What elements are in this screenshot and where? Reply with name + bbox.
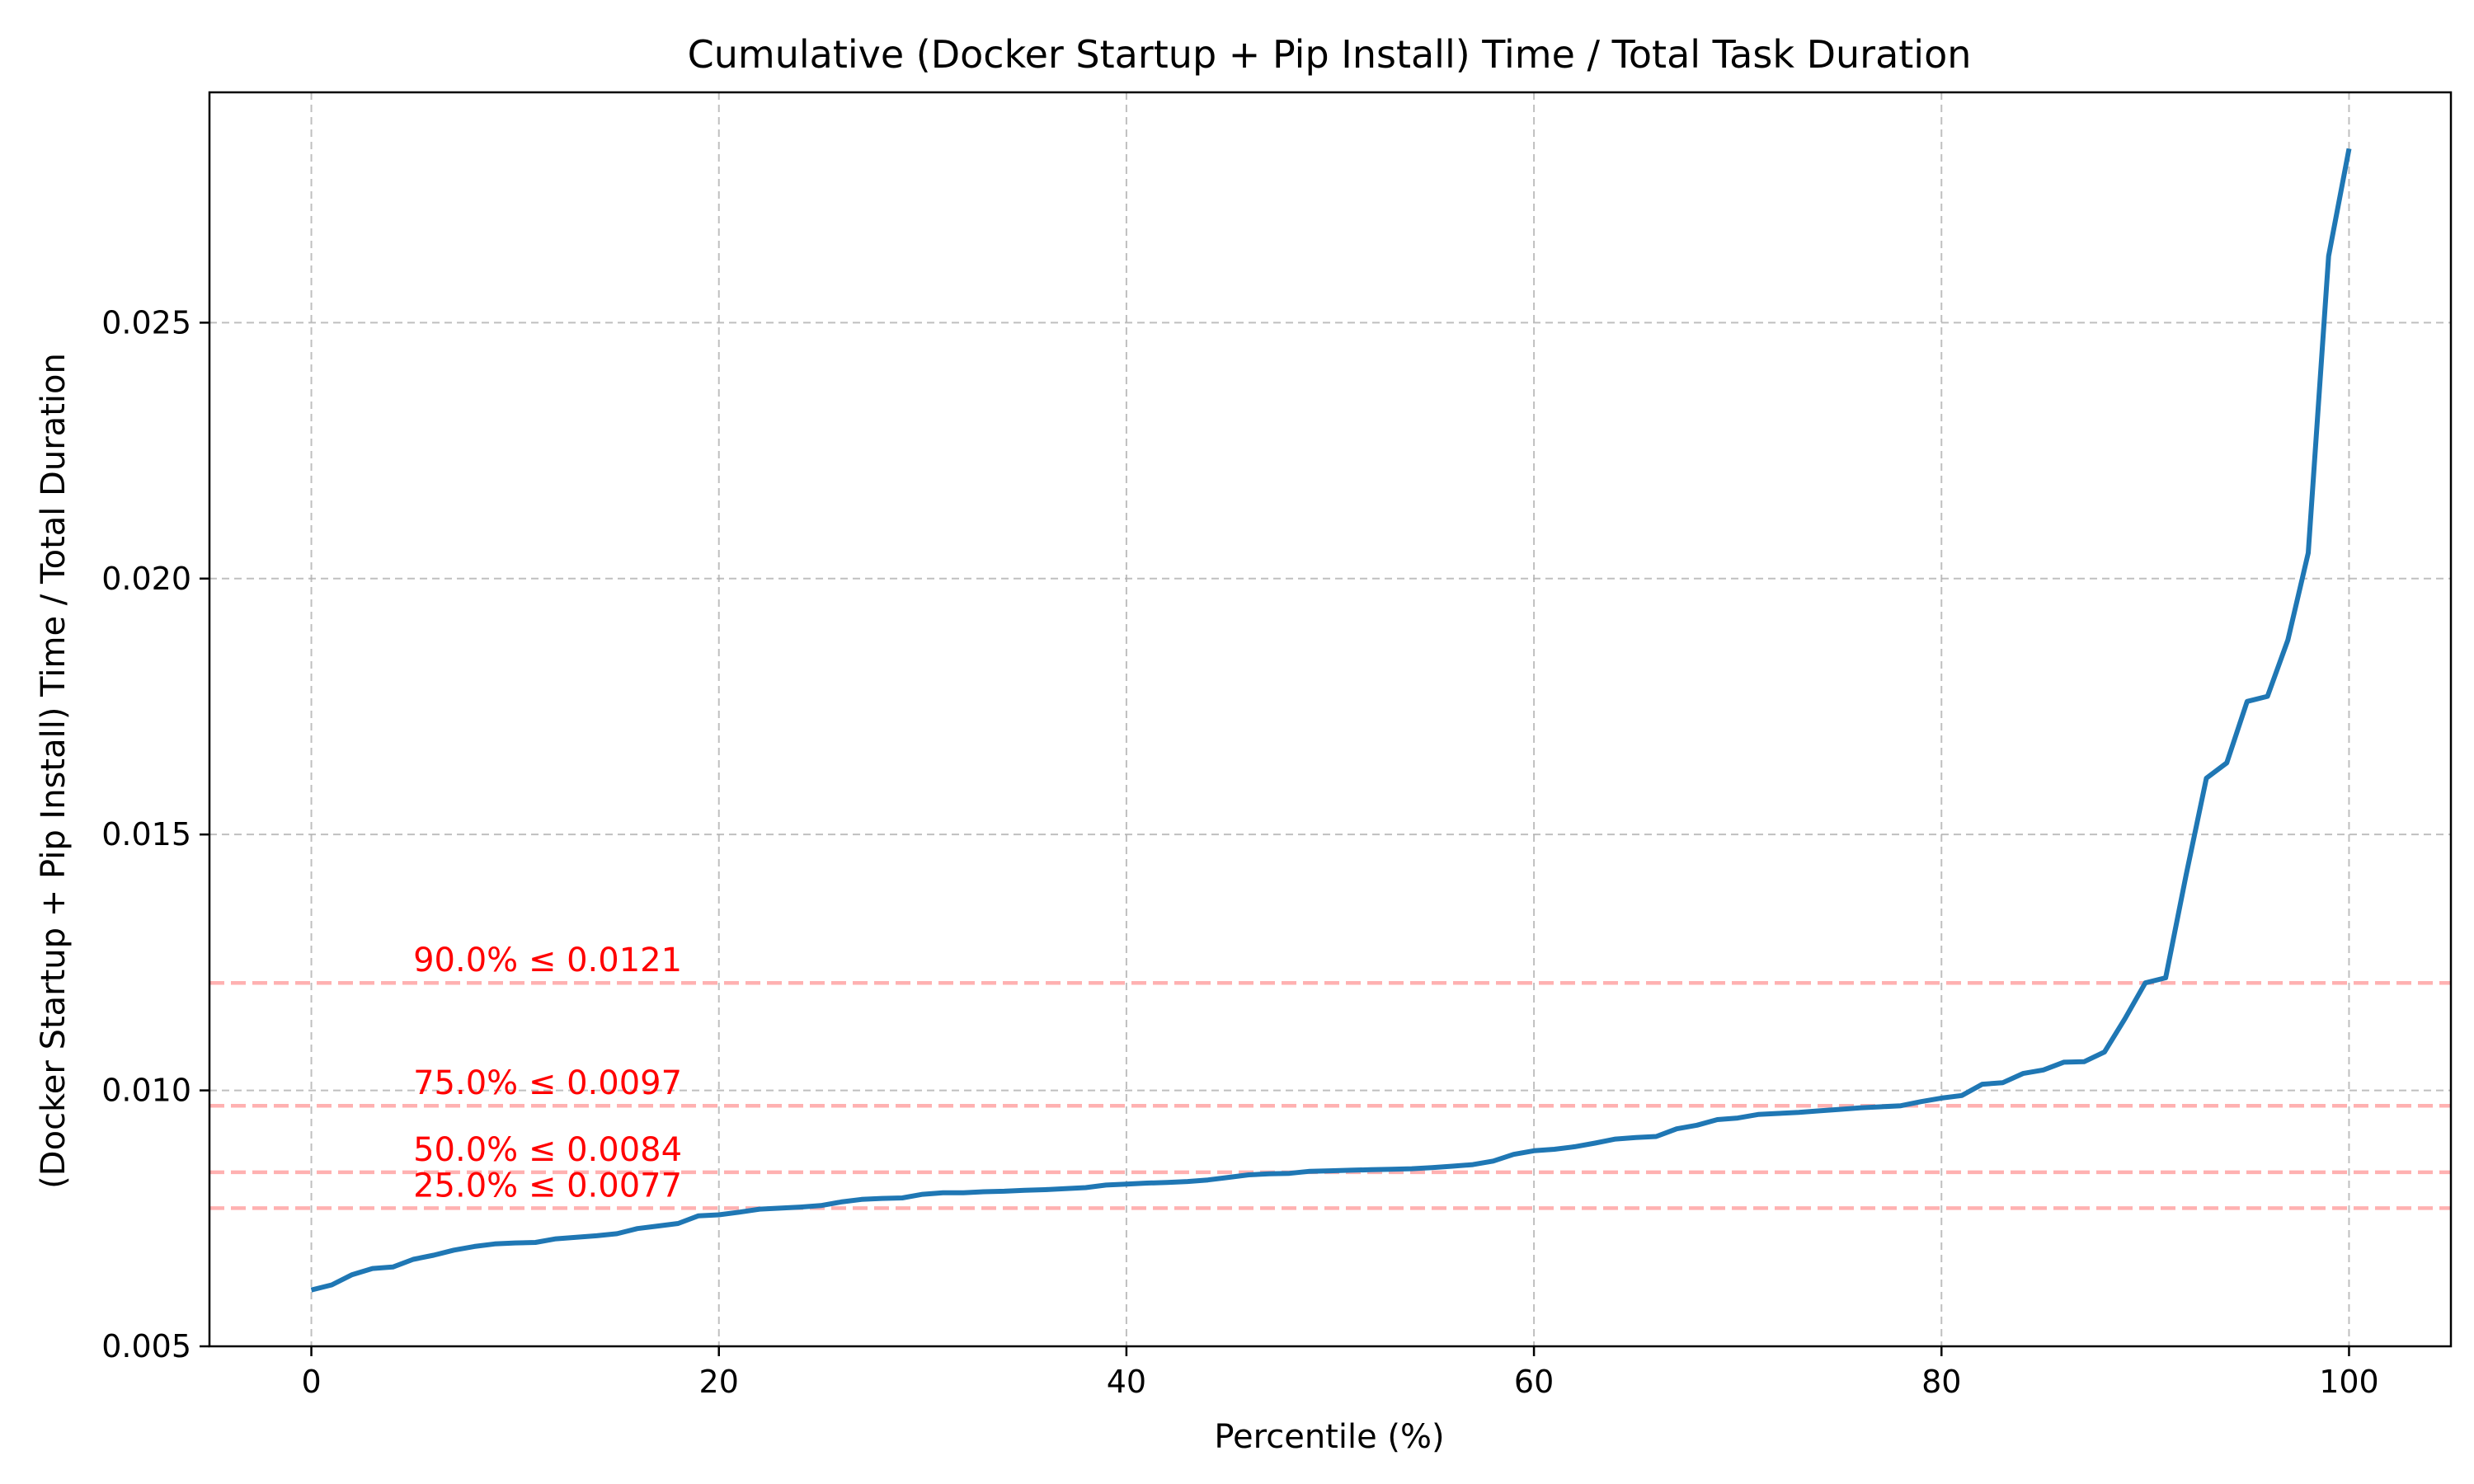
y-axis-ticks: 0.005 0.010 0.015 0.020 0.025	[101, 304, 209, 1364]
x-tick-label: 40	[1107, 1364, 1146, 1400]
y-tick-label: 0.010	[101, 1073, 191, 1109]
data-series	[310, 148, 2352, 1293]
y-tick-label: 0.025	[101, 304, 191, 340]
reference-label: 90.0% ≤ 0.0121	[413, 942, 682, 979]
y-axis-title: (Docker Startup + Pip Install) Time / To…	[35, 353, 73, 1189]
y-tick-label: 0.020	[101, 561, 191, 597]
y-tick-label: 0.015	[101, 816, 191, 852]
y-tick-label: 0.005	[101, 1328, 191, 1364]
plot-frame	[208, 91, 2453, 1348]
x-tick-label: 100	[2319, 1364, 2379, 1400]
x-tick-label: 80	[1921, 1364, 1961, 1400]
chart-title: Cumulative (Docker Startup + Pip Install…	[688, 32, 1972, 77]
x-axis-title: Percentile (%)	[1214, 1418, 1444, 1456]
x-tick-label: 0	[301, 1364, 321, 1400]
reference-label: 75.0% ≤ 0.0097	[413, 1064, 682, 1102]
x-tick-label: 60	[1514, 1364, 1554, 1400]
x-axis-ticks: 0 20 40 60 80 100	[301, 1346, 2379, 1400]
reference-lines: 90.0% ≤ 0.0121 75.0% ≤ 0.0097 50.0% ≤ 0.00…	[209, 942, 2451, 1210]
reference-label: 25.0% ≤ 0.0077	[413, 1167, 682, 1205]
reference-label: 50.0% ≤ 0.0084	[413, 1131, 682, 1169]
x-tick-label: 20	[699, 1364, 739, 1400]
cumulative-ratio-line	[310, 148, 2352, 1293]
